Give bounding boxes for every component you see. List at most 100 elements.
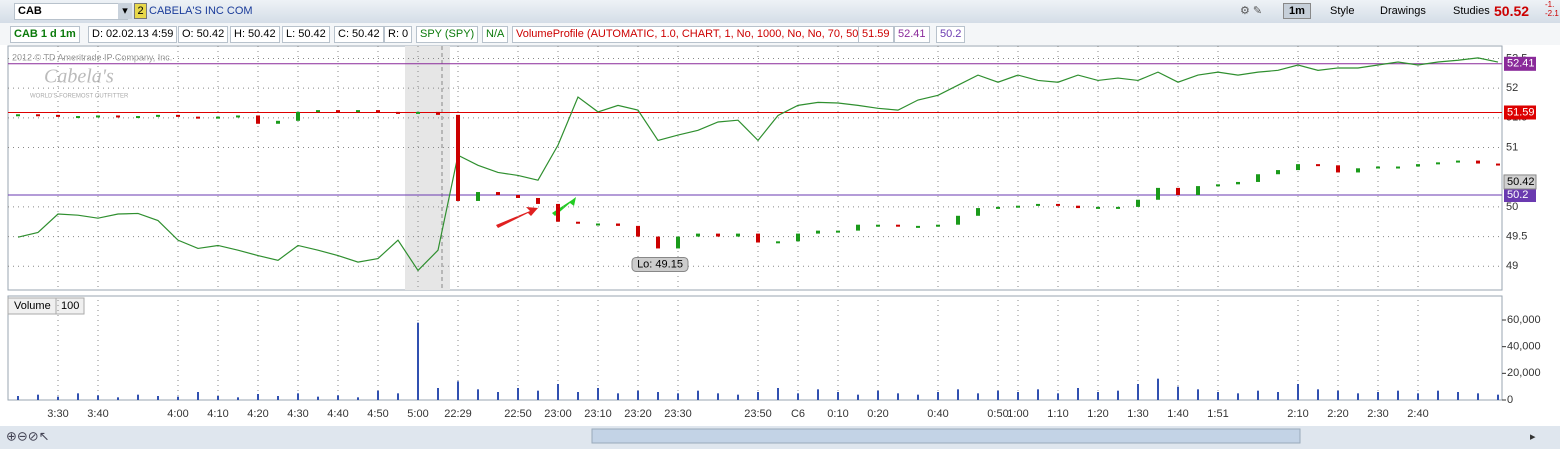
volume-bar — [117, 397, 119, 400]
level-tag — [1504, 105, 1536, 120]
volume-bar — [1077, 388, 1079, 400]
volume-bar — [277, 396, 279, 400]
candle — [376, 110, 380, 113]
volume-bar — [377, 390, 379, 400]
volume-bar — [1437, 390, 1439, 400]
candle — [956, 215, 960, 225]
red-arrow — [496, 207, 538, 228]
volume-bar — [1477, 393, 1479, 400]
candle — [16, 114, 20, 117]
x-tick-label: 23:50 — [744, 408, 772, 420]
info-bar: CAB 1 d 1m D: 02.02.13 4:59 O: 50.42 H: 50.… — [0, 23, 1560, 45]
studies-button[interactable]: Studies — [1453, 5, 1490, 17]
candle — [656, 236, 660, 249]
candle — [176, 114, 180, 117]
volume-pane — [7, 295, 1503, 401]
volume-bar — [417, 322, 419, 400]
last-price-tag — [1503, 174, 1537, 190]
x-tick-label: 2:10 — [1287, 408, 1308, 420]
candle — [816, 230, 820, 234]
candle — [776, 241, 780, 244]
drawings-button[interactable]: Drawings — [1380, 5, 1426, 17]
info-field: CAB 1 d 1m — [10, 26, 80, 43]
volume-bar — [957, 389, 959, 400]
candle — [196, 116, 200, 119]
info-field: H: 50.42 — [230, 26, 280, 43]
candle — [736, 233, 740, 237]
candle — [436, 111, 440, 115]
zoom-tools[interactable]: ⊕⊖⊘↖ — [6, 428, 50, 443]
y-tick-label: 49.5 — [1506, 230, 1527, 242]
info-field: L: 50.42 — [282, 26, 330, 43]
candle — [916, 225, 920, 228]
logo: Cabela's — [44, 66, 114, 88]
x-tick-label: 3:30 — [47, 408, 68, 420]
volume-bar — [737, 394, 739, 400]
candle — [556, 203, 560, 222]
volume-bar — [777, 388, 779, 400]
style-button[interactable]: Style — [1330, 5, 1355, 17]
volume-bar — [897, 393, 899, 400]
candle — [896, 224, 900, 227]
x-tick-label: 23:30 — [664, 408, 692, 420]
info-field: N/A — [482, 26, 509, 43]
candle — [96, 115, 100, 118]
percent-change: -2.1 — [1545, 9, 1559, 18]
candle — [316, 110, 320, 113]
x-tick-label: 0:20 — [867, 408, 888, 420]
level-tag — [1504, 56, 1536, 71]
y-tick-label: 51 — [1506, 141, 1518, 153]
volume-bar — [717, 393, 719, 400]
last-price: 50.52 — [1494, 3, 1530, 19]
candle — [996, 206, 1000, 209]
aggregation-button[interactable]: 1m — [1283, 3, 1311, 19]
dropdown[interactable]: ▾ — [118, 3, 132, 19]
candle — [936, 224, 940, 227]
scroll-thumb[interactable] — [591, 428, 1301, 444]
level-label: 52.41 — [1507, 58, 1535, 70]
x-tick-label: 4:10 — [207, 408, 228, 420]
x-tick-label: 3:40 — [87, 408, 108, 420]
candle — [1256, 174, 1260, 182]
volume-bar — [757, 392, 759, 400]
candle — [76, 116, 80, 119]
info-field: R: 0 — [384, 26, 413, 43]
candle — [216, 116, 220, 119]
volume-bar — [1457, 392, 1459, 400]
volume-bar — [517, 388, 519, 400]
volume-bar — [1157, 378, 1159, 400]
scroll-right[interactable]: ▸ — [1530, 431, 1536, 443]
x-tick-label: 22:29 — [444, 408, 472, 420]
candle — [1316, 164, 1320, 167]
x-tick-label: 0:50 — [987, 408, 1008, 420]
x-tick-label: 4:30 — [287, 408, 308, 420]
candle — [1396, 166, 1400, 169]
candle — [1296, 164, 1300, 171]
candle — [1476, 160, 1480, 164]
x-tick-label: 1:40 — [1167, 408, 1188, 420]
volume-bar — [1277, 392, 1279, 400]
link-badge[interactable]: 2 — [134, 3, 147, 19]
candle — [156, 114, 160, 117]
copyright: 2012 © TD Ameritrade IP Company, Inc. — [12, 52, 172, 62]
candle — [396, 111, 400, 114]
candle — [756, 233, 760, 243]
volume-bar — [597, 388, 599, 400]
candle — [976, 208, 980, 216]
volume-bar — [1117, 390, 1119, 400]
volume-param: 100 — [61, 300, 79, 312]
x-tick-label: 1:10 — [1047, 408, 1068, 420]
volume-bar — [457, 381, 459, 400]
volume-bar — [917, 394, 919, 400]
level-label: 51.59 — [1507, 106, 1535, 118]
volume-bar — [937, 392, 939, 400]
candle — [1276, 170, 1280, 175]
x-tick-label: 0:40 — [927, 408, 948, 420]
tool-icons[interactable]: ⚙ ✎ — [1240, 5, 1263, 17]
volume-bar — [1097, 392, 1099, 400]
volume-bar — [1317, 389, 1319, 400]
volume-bar — [237, 397, 239, 400]
x-tick-label: 4:40 — [327, 408, 348, 420]
volume-bar — [837, 392, 839, 400]
candle — [236, 115, 240, 118]
